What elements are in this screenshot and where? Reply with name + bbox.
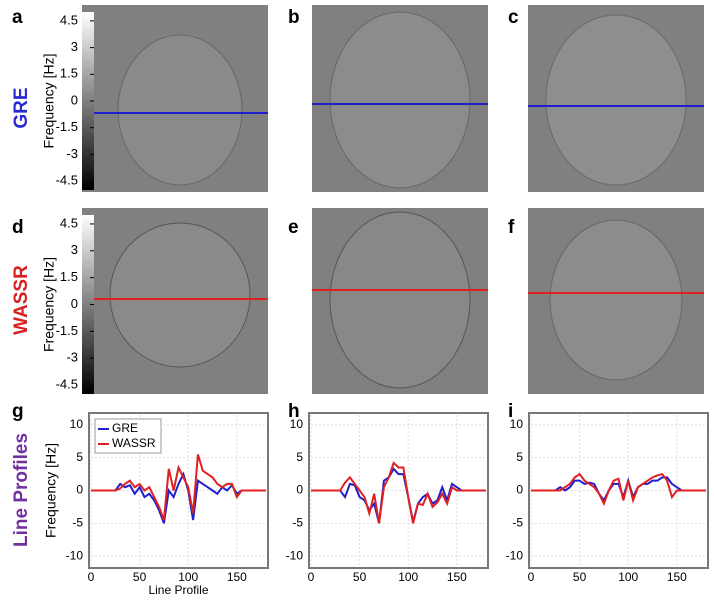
colorbar-tick-label: 0: [71, 296, 78, 311]
panel-label: i: [508, 401, 513, 422]
colorbar: [82, 215, 94, 394]
y-tick-label: -10: [286, 548, 304, 562]
legend-box: [94, 418, 162, 454]
panel-label: b: [288, 7, 300, 28]
colorbar-tick-label: 4.5: [60, 12, 78, 27]
x-tick-label: 0: [308, 570, 315, 584]
line: [531, 472, 706, 507]
row-label: Line Profiles: [11, 433, 32, 547]
colorbar-tick-label: 1.5: [60, 66, 78, 81]
x-tick-label: 0: [528, 570, 535, 584]
colorbar-tick-label: -3: [66, 350, 78, 365]
brain: [549, 219, 683, 381]
colorbar-tick-label: 1.5: [60, 269, 78, 284]
colorbar-tick-label: -3: [66, 146, 78, 161]
brain: [329, 11, 471, 189]
brain: [117, 34, 243, 186]
frame: [88, 412, 269, 569]
x-tick-label: 100: [178, 570, 198, 584]
panel-label: g: [12, 401, 24, 422]
y-tick-label: -5: [292, 515, 303, 529]
panel-label: h: [288, 401, 300, 422]
line: [311, 467, 486, 524]
line: [311, 461, 486, 524]
colorbar-label: Frequency [Hz]: [41, 257, 57, 352]
colorbar-tick-label: -4.5: [56, 376, 78, 391]
line: [91, 454, 266, 521]
colorbar-tick-label: -1.5: [56, 119, 78, 134]
row-label: GRE: [11, 87, 32, 128]
x-axis-label: Line Profile: [148, 583, 208, 597]
x-tick-label: 50: [133, 570, 147, 584]
colorbar-tick-label: 0: [71, 92, 78, 107]
y-tick-label: 5: [516, 450, 523, 464]
y-tick-label: -10: [506, 548, 524, 562]
x-tick-label: 100: [618, 570, 638, 584]
colorbar-tick-label: -4.5: [56, 173, 78, 188]
panel-label: d: [12, 217, 24, 238]
y-tick-label: 10: [510, 417, 524, 431]
x-tick-label: 0: [88, 570, 95, 584]
brain: [109, 222, 251, 368]
panel-label: f: [508, 217, 515, 238]
x-tick-label: 100: [398, 570, 418, 584]
legend-label: GRE: [112, 421, 138, 435]
y-tick-label: 0: [296, 483, 303, 497]
x-tick-label: 150: [667, 570, 687, 584]
line: [531, 476, 706, 503]
x-tick-label: 150: [227, 570, 247, 584]
x-tick-label: 150: [447, 570, 467, 584]
frame: [528, 412, 709, 569]
colorbar-tick-label: 3: [71, 242, 78, 257]
y-tick-label: -5: [72, 515, 83, 529]
panel-label: c: [508, 7, 519, 28]
brain: [545, 14, 687, 186]
y-tick-label: 0: [76, 483, 83, 497]
frame: [308, 412, 489, 569]
panel-label: a: [12, 7, 23, 28]
images: [82, 5, 704, 394]
y-tick-label: 10: [290, 417, 304, 431]
colorbar: [82, 12, 94, 190]
y-tick-label: 5: [76, 450, 83, 464]
y-tick-label: -5: [512, 515, 523, 529]
y-tick-label: 10: [70, 417, 84, 431]
colorbar-tick-label: 3: [71, 39, 78, 54]
legend-label: WASSR: [112, 436, 156, 450]
x-tick-label: 50: [573, 570, 587, 584]
panel-label: e: [288, 217, 299, 238]
y-tick-label: -10: [66, 548, 84, 562]
line: [91, 471, 266, 524]
row-label: WASSR: [11, 265, 32, 335]
colorbar-label: Frequency [Hz]: [41, 54, 57, 149]
colorbar-tick-label: -1.5: [56, 323, 78, 338]
y-tick-label: 5: [296, 450, 303, 464]
y-axis-label: Frequency [Hz]: [43, 443, 59, 538]
brain: [329, 211, 471, 389]
y-tick-label: 0: [516, 483, 523, 497]
colorbar-tick-label: 4.5: [60, 215, 78, 230]
x-tick-label: 50: [353, 570, 367, 584]
